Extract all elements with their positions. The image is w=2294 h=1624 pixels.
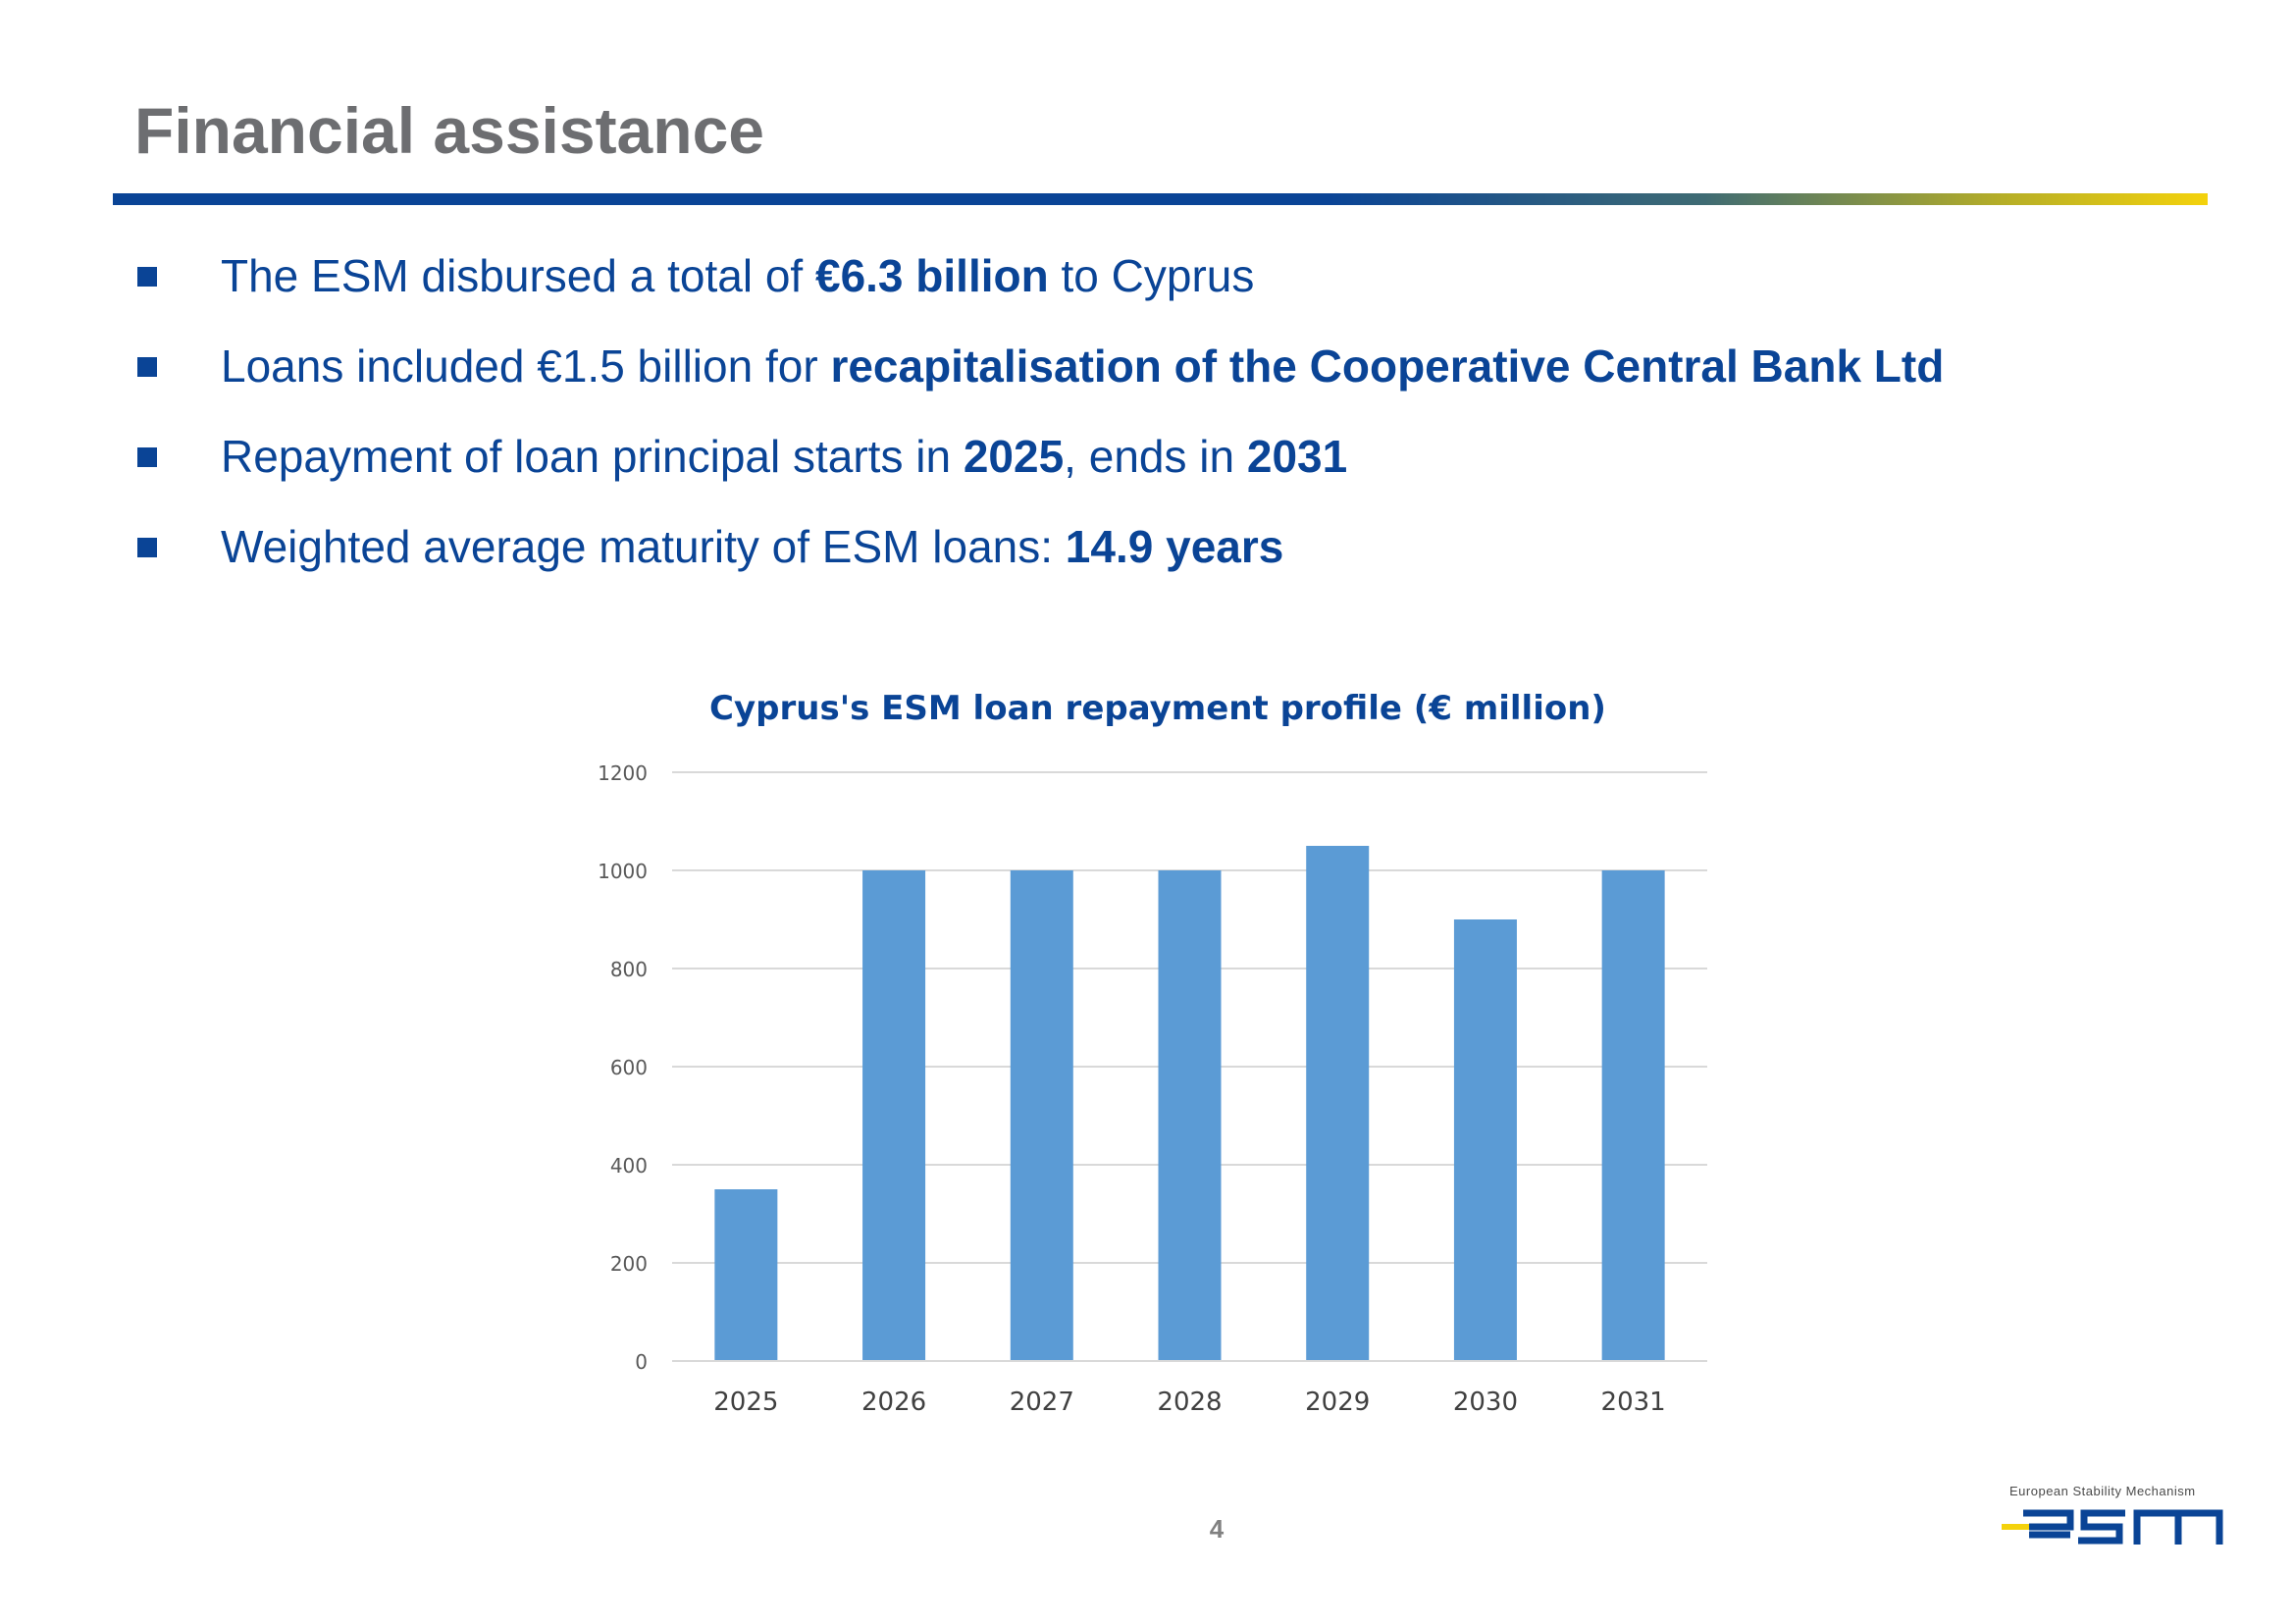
bullet-item: The ESM disbursed a total of €6.3 billio… xyxy=(0,246,2257,305)
y-tick-label: 1000 xyxy=(598,860,648,883)
bullet-emphasis: 2025 xyxy=(963,431,1065,482)
bullet-item: Weighted average maturity of ESM loans: … xyxy=(0,517,2257,576)
bullet-run: Repayment of loan principal starts in xyxy=(221,431,964,482)
x-tick-label: 2031 xyxy=(1601,1388,1666,1417)
bullet-emphasis: recapitalisation of the Cooperative Cent… xyxy=(830,341,1945,392)
x-tick-label: 2025 xyxy=(713,1388,778,1417)
bullet-item: Repayment of loan principal starts in 20… xyxy=(0,427,2257,486)
bullet-run: Weighted average maturity of ESM loans: xyxy=(221,521,1066,572)
bullet-emphasis: 14.9 years xyxy=(1065,521,1284,572)
bullet-emphasis: €6.3 billion xyxy=(814,250,1049,301)
bullet-run: Loans included €1.5 billion for xyxy=(221,341,831,392)
x-tick-label: 2029 xyxy=(1305,1388,1370,1417)
bullet-square-icon xyxy=(137,538,157,557)
bullet-item: Loans included €1.5 billion for recapita… xyxy=(0,337,2257,395)
bullet-square-icon xyxy=(137,267,157,287)
y-tick-label: 400 xyxy=(610,1154,648,1178)
y-tick-label: 600 xyxy=(610,1056,648,1079)
title-rule xyxy=(113,193,2208,205)
bullet-run: , ends in xyxy=(1064,431,1247,482)
x-tick-label: 2028 xyxy=(1157,1388,1222,1417)
bullet-emphasis: 2031 xyxy=(1246,431,1348,482)
x-tick-label: 2030 xyxy=(1453,1388,1518,1417)
bar-2028 xyxy=(1158,870,1222,1361)
y-tick-label: 200 xyxy=(610,1252,648,1276)
y-tick-label: 1200 xyxy=(598,761,648,785)
bullet-square-icon xyxy=(137,447,157,467)
bar-2031 xyxy=(1601,870,1665,1361)
x-tick-label: 2027 xyxy=(1010,1388,1074,1417)
esm-logo: European Stability Mechanism xyxy=(2002,1480,2227,1558)
y-tick-label: 0 xyxy=(635,1350,648,1374)
bar-2029 xyxy=(1306,846,1370,1361)
y-tick-label: 800 xyxy=(610,958,648,981)
bullet-run: to Cyprus xyxy=(1048,250,1255,301)
x-tick-label: 2026 xyxy=(861,1388,926,1417)
chart-title: Cyprus's ESM loan repayment profile (€ m… xyxy=(709,689,1606,728)
bullet-text: Weighted average maturity of ESM loans: … xyxy=(221,517,1283,576)
bar-2027 xyxy=(1010,870,1073,1361)
bar-2030 xyxy=(1453,919,1517,1361)
bullet-text: The ESM disbursed a total of €6.3 billio… xyxy=(221,246,1254,305)
logo-tagline: European Stability Mechanism xyxy=(2009,1484,2196,1498)
bullet-text: Loans included €1.5 billion for recapita… xyxy=(221,337,1944,395)
page-number: 4 xyxy=(1209,1514,1225,1544)
slide-title: Financial assistance xyxy=(134,94,764,167)
bullet-run: The ESM disbursed a total of xyxy=(221,250,815,301)
bar-2025 xyxy=(714,1189,778,1361)
bullet-square-icon xyxy=(137,357,157,377)
bar-2026 xyxy=(862,870,926,1361)
esm-wordmark-icon xyxy=(2002,1509,2223,1545)
bullet-text: Repayment of loan principal starts in 20… xyxy=(221,427,1347,486)
